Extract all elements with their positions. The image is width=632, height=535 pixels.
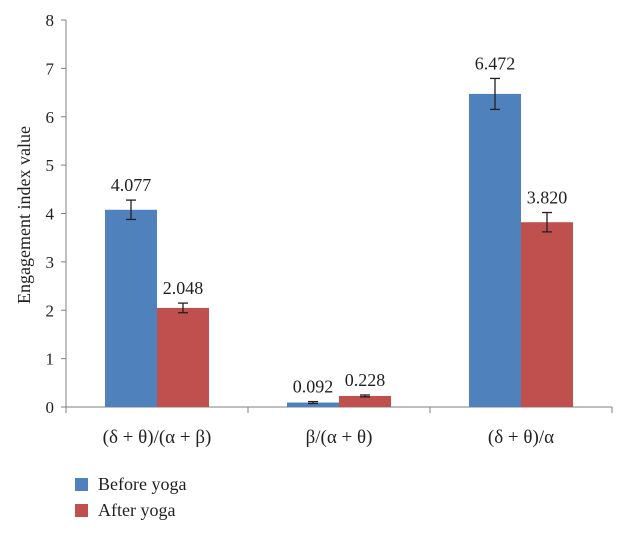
y-tick-label: 0 <box>46 398 55 417</box>
bar <box>287 402 339 407</box>
y-tick-label: 6 <box>46 108 55 127</box>
data-label: 6.472 <box>475 53 516 73</box>
bar <box>521 222 573 407</box>
legend-swatch <box>75 504 88 517</box>
x-tick-label: (δ + θ)/α <box>488 427 554 448</box>
error-bar <box>360 394 370 398</box>
bar <box>339 395 391 407</box>
error-bar <box>490 77 500 111</box>
bar <box>105 209 157 407</box>
x-tick-label: (δ + θ)/(α + β) <box>103 427 212 448</box>
error-bar <box>178 302 188 314</box>
x-tick-label: β/(α + θ) <box>306 427 373 448</box>
y-tick-label: 4 <box>46 205 55 224</box>
error-bar <box>542 211 552 233</box>
y-tick-label: 8 <box>46 11 55 30</box>
legend-label: After yoga <box>98 500 175 520</box>
y-tick-label: 2 <box>46 301 55 320</box>
legend-label: Before yoga <box>98 474 186 494</box>
error-bar <box>126 199 136 221</box>
data-label: 0.092 <box>293 377 334 397</box>
error-bar <box>308 400 318 405</box>
data-label: 4.077 <box>111 175 152 195</box>
y-tick-label: 1 <box>46 350 55 369</box>
data-label: 3.820 <box>527 188 568 208</box>
legend: Before yoga After yoga <box>75 474 186 520</box>
y-axis-label: Engagement index value <box>14 126 34 304</box>
data-label: 2.048 <box>163 278 204 298</box>
y-tick-label: 7 <box>46 59 55 78</box>
bar <box>469 93 521 408</box>
plot-area: 0 1 2 3 4 5 6 7 8 (δ + θ)/(α + β) 4.077 2.048 β/(α +… <box>46 11 613 448</box>
legend-swatch <box>75 478 88 491</box>
y-tick-label: 3 <box>46 253 55 272</box>
y-tick-label: 5 <box>46 156 55 175</box>
data-label: 0.228 <box>345 370 386 390</box>
bar <box>157 307 209 407</box>
